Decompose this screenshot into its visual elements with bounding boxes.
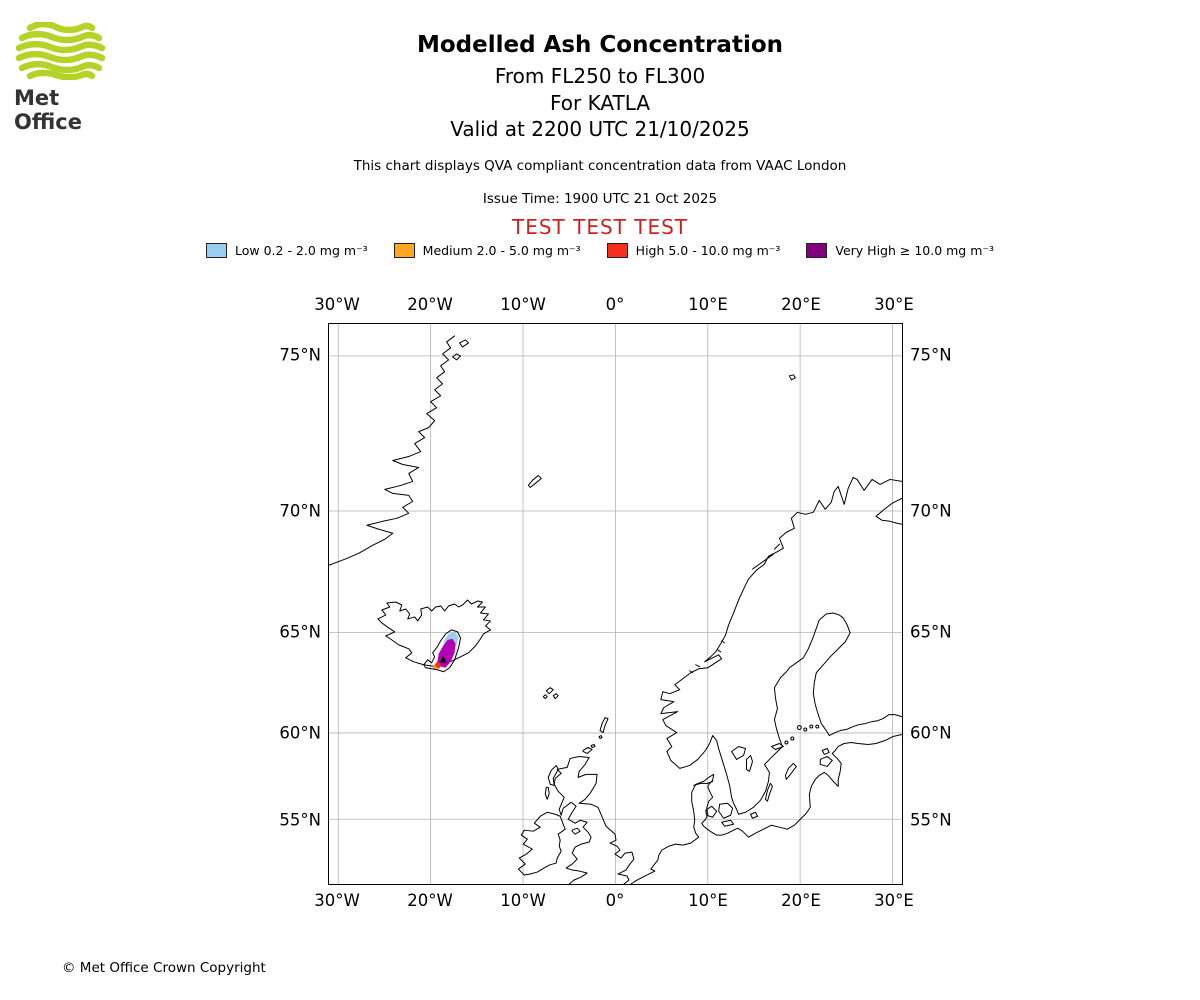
page-title: Modelled Ash Concentration: [416, 32, 784, 58]
isle-of-man-coastline: [571, 827, 581, 835]
baltic-continent-coastline: [630, 734, 902, 884]
met-office-logo: Met Office: [14, 20, 134, 134]
very-high-label: Very High ≥ 10.0 mg m⁻³: [835, 243, 994, 258]
zealand-coastline: [718, 802, 734, 819]
lon-tick-top-20e: 20°E: [781, 295, 821, 314]
issue-time: Issue Time: 1900 UTC 21 Oct 2025: [482, 191, 718, 207]
very-high-swatch: [806, 243, 828, 258]
lat-tick-left-65n: 65°N: [279, 622, 321, 642]
legend-item-low: Low 0.2 - 2.0 mg m⁻³: [206, 243, 368, 258]
great-britain-coastline: [553, 755, 635, 884]
norwegian-sea-islands: [689, 640, 726, 674]
low-label: Low 0.2 - 2.0 mg m⁻³: [235, 243, 368, 258]
lon-tick-bottom-10e: 10°E: [688, 891, 728, 910]
lon-tick-bottom-30e: 30°E: [874, 891, 914, 910]
faroe-islands-coastline: [542, 687, 559, 700]
funen-coastline: [705, 805, 718, 818]
archipelago-islets: [784, 724, 820, 745]
ireland-coastline: [517, 811, 566, 876]
legend-item-medium: Medium 2.0 - 5.0 mg m⁻³: [393, 243, 581, 258]
volcano-marker: [439, 655, 447, 663]
legend-item-high: High 5.0 - 10.0 mg m⁻³: [606, 243, 781, 258]
bear-island-coastline: [788, 374, 796, 381]
lon-tick-bottom-30w: 30°W: [314, 891, 360, 910]
lat-tick-left-70n: 70°N: [279, 501, 321, 521]
hiiumaa-coastline: [821, 747, 830, 755]
lat-tick-right-60n: 60°N: [910, 723, 952, 743]
greenland-coastline: [329, 335, 456, 566]
orkney-coastline: [582, 744, 596, 754]
oland-coastline: [764, 782, 773, 802]
scandinavia-coastline: [660, 476, 902, 815]
lat-tick-right-75n: 75°N: [910, 345, 952, 365]
lat-tick-left-55n: 55°N: [279, 810, 321, 830]
ash-high-area: [434, 658, 443, 669]
test-banner: TEST TEST TEST: [511, 215, 688, 239]
flight-level-line: From FL250 to FL300: [494, 64, 706, 88]
legend-item-very-high: Very High ≥ 10.0 mg m⁻³: [806, 243, 994, 258]
low-swatch: [206, 243, 227, 258]
lon-tick-top-30e: 30°E: [874, 295, 914, 314]
lofoten-islands: [752, 543, 780, 570]
medium-label: Medium 2.0 - 5.0 mg m⁻³: [422, 243, 581, 258]
lat-tick-left-60n: 60°N: [279, 723, 321, 743]
lake-malaren: [770, 743, 784, 750]
lat-tick-right-70n: 70°N: [910, 501, 952, 521]
graticule: [329, 324, 902, 884]
lake-vanern: [731, 745, 747, 760]
map-frame: [328, 323, 903, 885]
concentration-legend: Low 0.2 - 2.0 mg m⁻³ Medium 2.0 - 5.0 mg…: [0, 243, 1200, 258]
copyright-notice: © Met Office Crown Copyright: [62, 960, 266, 976]
kola-varanger-coastline: [875, 497, 902, 525]
lon-tick-top-10e: 10°E: [688, 295, 728, 314]
lon-tick-top-0: 0°: [605, 295, 625, 314]
volcano-line: For KATLA: [550, 91, 650, 115]
map-canvas: [329, 324, 902, 884]
met-office-brand-text: Met Office: [14, 86, 82, 134]
lon-tick-bottom-10w: 10°W: [500, 891, 546, 910]
saaremaa-coastline: [819, 755, 833, 767]
coastlines: [329, 335, 902, 884]
lon-tick-bottom-20e: 20°E: [781, 891, 821, 910]
gotland-coastline: [784, 762, 797, 780]
lon-tick-bottom-0: 0°: [605, 891, 625, 910]
high-label: High 5.0 - 10.0 mg m⁻³: [635, 243, 781, 258]
qva-description: This chart displays QVA compliant concen…: [353, 158, 847, 174]
lon-tick-top-10w: 10°W: [500, 295, 546, 314]
lat-tick-right-55n: 55°N: [910, 810, 952, 830]
high-swatch: [606, 243, 628, 258]
lon-tick-top-30w: 30°W: [314, 295, 360, 314]
jan-mayen-coastline: [527, 474, 542, 488]
lon-tick-bottom-20w: 20°W: [407, 891, 453, 910]
hebrides-coastline: [544, 764, 559, 800]
shetland-coastline: [598, 717, 609, 740]
met-office-logo-icon: [15, 20, 106, 81]
valid-time-line: Valid at 2200 UTC 21/10/2025: [450, 117, 750, 141]
limfjord-line: [693, 780, 714, 786]
lat-tick-right-65n: 65°N: [910, 622, 952, 642]
greenland-islands: [452, 339, 470, 361]
ash-cloud: [423, 629, 462, 673]
ash-contour-outline: [423, 629, 462, 673]
bornholm-coastline: [750, 811, 758, 819]
lon-tick-top-20w: 20°W: [407, 295, 453, 314]
lolland-falster-coastline: [721, 819, 735, 827]
lat-tick-left-75n: 75°N: [279, 345, 321, 365]
lake-vattern: [746, 754, 754, 772]
iceland-coastline: [377, 599, 491, 668]
medium-swatch: [393, 243, 415, 258]
